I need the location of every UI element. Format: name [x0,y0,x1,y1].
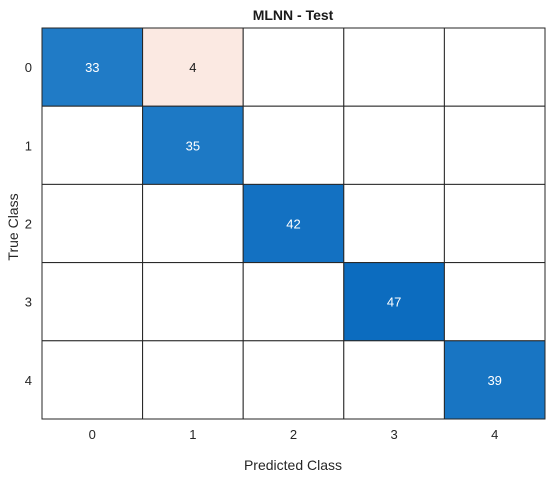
cell-value-label: 35 [186,138,200,153]
x-tick-label: 4 [491,427,498,442]
matrix-cell-1-0 [41,105,144,185]
y-tick-label: 1 [25,138,32,153]
matrix-cell-0-0 [41,27,144,107]
y-tick-label: 4 [25,373,32,388]
matrix-cell-2-0 [41,183,144,264]
matrix-cell-4-3 [343,340,445,420]
axis-ticks: 0 1 2 3 4 0 1 2 3 4 [25,60,499,442]
x-tick-label: 0 [89,427,96,442]
matrix-cell-1-4 [443,105,546,185]
matrix-cell-2-3 [343,183,445,264]
matrix-cell-4-4 [443,340,546,420]
matrix-cell-0-4 [443,27,546,107]
matrix-cell-1-1 [142,105,244,185]
cell-value-label: 33 [85,60,99,75]
matrix-cell-1-2 [242,105,345,185]
y-tick-label: 2 [25,217,32,232]
cell-value-label: 39 [487,373,501,388]
matrix-cell-2-4 [443,183,546,264]
matrix-cell-0-1 [142,27,244,107]
chart-title: MLNN - Test [253,7,334,23]
matrix-cell-3-1 [142,262,244,342]
matrix-cell-4-1 [142,340,244,420]
matrix-cell-2-2 [242,183,345,264]
x-tick-label: 2 [290,427,297,442]
x-axis-label: Predicted Class [244,457,342,473]
x-tick-label: 1 [189,427,196,442]
y-tick-label: 3 [25,295,32,310]
cell-value-label: 4 [189,60,196,75]
matrix-cell-3-3 [343,262,445,342]
cell-value-label: 47 [387,295,401,310]
matrix-cell-3-2 [242,262,345,342]
x-tick-label: 3 [390,427,397,442]
matrix-cell-3-4 [443,262,546,342]
cell-value-label: 42 [286,217,300,232]
y-tick-label: 0 [25,60,32,75]
matrix-cell-2-1 [142,183,244,264]
matrix-cell-3-0 [41,262,144,342]
matrix-cell-0-3 [343,27,445,107]
matrix-cell-0-2 [242,27,345,107]
matrix-cells: 33 4 35 42 47 39 [41,27,546,420]
matrix-cell-4-0 [41,340,144,420]
matrix-cell-1-3 [343,105,445,185]
matrix-cell-4-2 [242,340,345,420]
y-axis-label: True Class [5,193,21,260]
